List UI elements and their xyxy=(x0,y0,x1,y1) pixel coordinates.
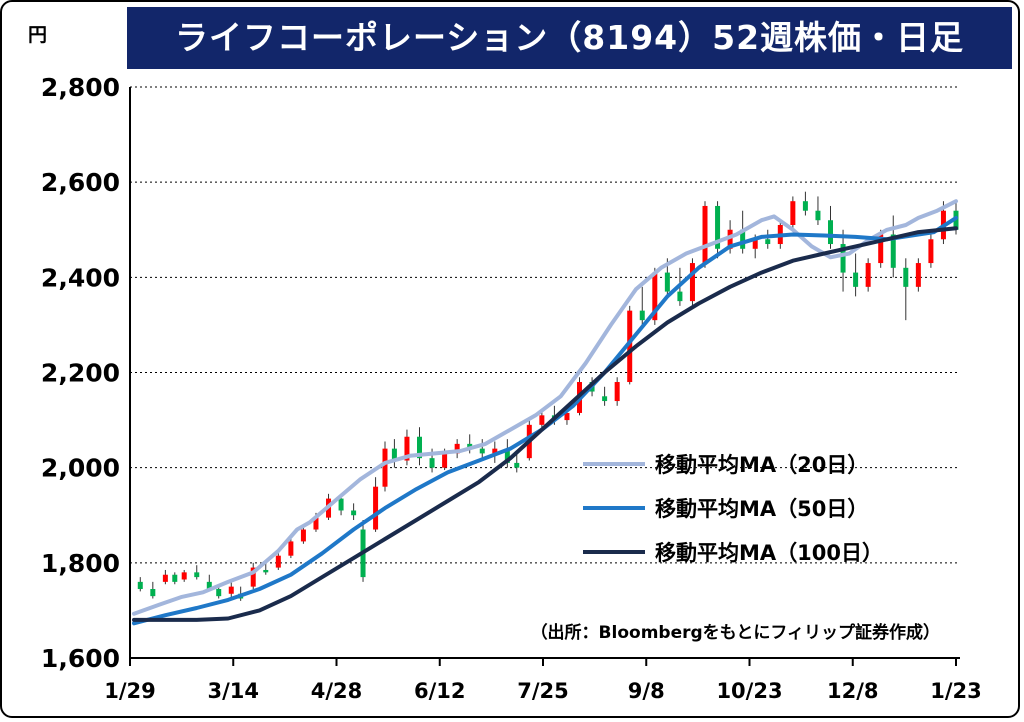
candle-down xyxy=(715,205,721,249)
candle-down xyxy=(417,436,423,459)
candle-down xyxy=(815,210,821,221)
x-tick-label: 12/8 xyxy=(827,679,879,703)
x-tick-label: 3/14 xyxy=(207,679,259,703)
x-tick-label: 1/29 xyxy=(104,679,156,703)
candle-up xyxy=(313,517,319,530)
y-tick-label: 2,400 xyxy=(41,263,120,292)
candle-up xyxy=(382,448,388,487)
candle-up xyxy=(250,567,256,587)
y-tick-label: 2,600 xyxy=(41,168,120,197)
gridlines xyxy=(129,86,960,659)
y-axis-ticks: 1,600 1,800 2,000 2,200 2,400 2,600 2,800 xyxy=(41,73,120,673)
candle-up xyxy=(614,382,620,402)
candle-up xyxy=(275,555,281,568)
y-axis-unit-label: 円 xyxy=(28,24,48,46)
candle-down xyxy=(338,498,344,511)
candle-up xyxy=(492,448,498,454)
candle-up xyxy=(181,572,187,580)
candle-up xyxy=(878,234,884,264)
candle-down xyxy=(765,239,771,245)
candle-down xyxy=(903,267,909,287)
candle-down xyxy=(664,272,670,292)
candle-up xyxy=(915,263,921,287)
candle-down xyxy=(828,220,834,245)
candle-down xyxy=(429,458,435,468)
candle-up xyxy=(300,529,306,542)
candle-up xyxy=(228,586,234,594)
candle-up xyxy=(865,263,871,287)
candle-down xyxy=(677,291,683,302)
y-tick-label: 1,600 xyxy=(41,644,120,673)
x-tick-label: 10/23 xyxy=(716,679,782,703)
candle-up xyxy=(162,574,168,582)
x-tick-label: 4/28 xyxy=(311,679,363,703)
candle-down xyxy=(194,572,200,578)
candle-down xyxy=(890,234,896,268)
candle-up xyxy=(702,205,708,264)
source-note: （出所：Bloombergをもとにフィリップ証券作成） xyxy=(531,622,940,643)
x-tick-label: 7/25 xyxy=(517,679,569,703)
candle-up xyxy=(752,239,758,249)
x-tick-label: 1/23 xyxy=(930,679,982,703)
candle-down xyxy=(479,448,485,454)
x-tick-label: 9/8 xyxy=(628,679,665,703)
candle-up xyxy=(442,453,448,468)
y-tick-label: 1,800 xyxy=(41,549,120,578)
legend: 移動平均MA（20日） 移動平均MA（50日） 移動平均MA（100日） xyxy=(583,453,883,565)
candle-up xyxy=(564,412,570,421)
legend-label-0: 移動平均MA（20日） xyxy=(655,453,868,477)
candle-down xyxy=(216,589,222,597)
candle-up xyxy=(373,486,379,530)
candle-down xyxy=(206,581,212,590)
candle-down xyxy=(514,462,520,468)
candle-down xyxy=(639,310,645,321)
y-tick-label: 2,800 xyxy=(41,73,120,102)
candle-down xyxy=(172,574,178,582)
ma-line-0 xyxy=(132,199,958,616)
candle-up xyxy=(539,415,545,425)
x-axis-ticks: 1/29 3/14 4/28 6/12 7/25 9/8 10/23 12/8 1/23 xyxy=(104,658,982,703)
candle-up xyxy=(627,310,633,383)
chart-title: ライフコーポレーション（8194）52週株価・日足 xyxy=(127,7,1012,69)
candle-down xyxy=(853,272,859,287)
candle-down xyxy=(504,448,510,463)
candle-down xyxy=(802,201,808,211)
candle-up xyxy=(727,229,733,249)
candle-down xyxy=(467,443,473,449)
y-tick-label: 2,200 xyxy=(41,359,120,388)
candle-up xyxy=(928,239,934,264)
candle-up xyxy=(689,263,695,302)
moving-average-lines xyxy=(132,199,958,626)
legend-label-2: 移動平均MA（100日） xyxy=(655,541,883,565)
candle-down xyxy=(391,448,397,461)
candle-up xyxy=(454,443,460,454)
candle-down xyxy=(150,589,156,597)
y-tick-label: 2,000 xyxy=(41,454,120,483)
legend-label-1: 移動平均MA（50日） xyxy=(655,497,868,521)
ma-line-2 xyxy=(132,226,958,622)
candle-down xyxy=(137,581,143,590)
candle-up xyxy=(404,436,410,461)
candlesticks xyxy=(137,191,959,601)
candle-down xyxy=(351,510,357,516)
candle-up xyxy=(790,201,796,225)
candle-down xyxy=(263,569,269,573)
x-tick-label: 6/12 xyxy=(414,679,466,703)
candle-down xyxy=(602,396,608,402)
candle-up xyxy=(652,272,658,321)
candle-down xyxy=(840,244,846,273)
candle-up xyxy=(288,541,294,556)
candle-down xyxy=(740,229,746,249)
